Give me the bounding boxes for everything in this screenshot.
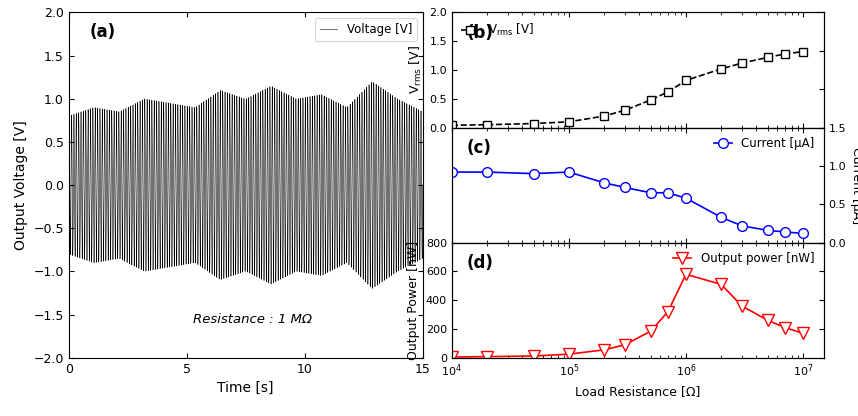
Output power [nW] xyxy=(763,318,773,323)
V$_{\rm rms}$ [V] xyxy=(798,49,808,54)
Y-axis label: Output Voltage [V]: Output Voltage [V] xyxy=(14,120,27,250)
V$_{\rm rms}$ [V] xyxy=(447,123,457,128)
Current [μA] xyxy=(619,185,630,190)
Current [μA] xyxy=(681,196,692,201)
Legend: V$_{\rm rms}$ [V]: V$_{\rm rms}$ [V] xyxy=(457,18,538,42)
V$_{\rm rms}$ [V] xyxy=(599,114,609,119)
Output power [nW] xyxy=(681,272,692,277)
Output power [nW] xyxy=(599,347,609,352)
V$_{\rm rms}$ [V] xyxy=(564,119,574,124)
Text: (a): (a) xyxy=(90,22,116,41)
Line: Output power [nW]: Output power [nW] xyxy=(446,269,808,363)
Voltage [V] xyxy=(63,183,74,188)
Legend: Output power [nW]: Output power [nW] xyxy=(670,249,818,269)
V$_{\rm rms}$ [V] xyxy=(619,108,630,113)
Current [μA] xyxy=(737,223,747,228)
Line: Voltage [V]: Voltage [V] xyxy=(69,82,423,288)
V$_{\rm rms}$ [V] xyxy=(529,121,539,126)
V$_{\rm rms}$ [V] xyxy=(763,55,773,60)
Voltage [V] xyxy=(367,286,378,291)
Output power [nW] xyxy=(798,331,808,336)
Voltage [V] xyxy=(415,243,426,248)
Output power [nW] xyxy=(564,352,574,357)
Current [μA] xyxy=(529,171,539,176)
Current [μA] xyxy=(662,190,673,195)
Current [μA] xyxy=(798,231,808,236)
Text: Resistance : 1 MΩ: Resistance : 1 MΩ xyxy=(193,313,312,326)
Current [μA] xyxy=(447,170,457,175)
Text: (c): (c) xyxy=(467,139,492,157)
Current [μA] xyxy=(645,190,656,195)
V$_{\rm rms}$ [V] xyxy=(645,97,656,102)
Output power [nW] xyxy=(447,354,457,359)
V$_{\rm rms}$ [V] xyxy=(716,67,727,72)
Output power [nW] xyxy=(529,354,539,359)
Voltage [V] xyxy=(418,183,428,188)
Output power [nW] xyxy=(645,329,656,334)
X-axis label: Load Resistance [Ω]: Load Resistance [Ω] xyxy=(575,385,700,398)
Current [μA] xyxy=(763,228,773,233)
Voltage [V] xyxy=(149,136,160,141)
V$_{\rm rms}$ [V] xyxy=(482,122,492,127)
Current [μA] xyxy=(564,170,574,175)
V$_{\rm rms}$ [V] xyxy=(780,52,790,57)
X-axis label: Time [s]: Time [s] xyxy=(217,381,274,395)
Y-axis label: V$_{\rm rms}$ [V]: V$_{\rm rms}$ [V] xyxy=(408,46,424,94)
Output power [nW] xyxy=(737,304,747,309)
Voltage [V] xyxy=(366,80,377,85)
Legend: Current [μA]: Current [μA] xyxy=(710,134,818,154)
Current [μA] xyxy=(716,215,727,220)
Current [μA] xyxy=(780,230,790,235)
Voltage [V] xyxy=(222,93,233,98)
Text: (d): (d) xyxy=(467,254,493,272)
Current [μA] xyxy=(599,180,609,185)
Y-axis label: Output Power [nW]: Output Power [nW] xyxy=(408,240,420,360)
Output power [nW] xyxy=(662,309,673,314)
Output power [nW] xyxy=(716,282,727,287)
V$_{\rm rms}$ [V] xyxy=(662,89,673,94)
Line: Current [μA]: Current [μA] xyxy=(447,167,808,238)
Voltage [V] xyxy=(197,201,208,206)
Voltage [V] xyxy=(148,245,158,250)
Output power [nW] xyxy=(482,354,492,359)
Text: (b): (b) xyxy=(467,24,493,42)
V$_{\rm rms}$ [V] xyxy=(737,61,747,66)
Voltage [V] xyxy=(146,257,156,262)
Output power [nW] xyxy=(619,342,630,347)
Line: V$_{\rm rms}$ [V]: V$_{\rm rms}$ [V] xyxy=(448,47,807,129)
Current [μA] xyxy=(482,170,492,175)
Output power [nW] xyxy=(780,325,790,330)
V$_{\rm rms}$ [V] xyxy=(681,78,692,83)
Legend: Voltage [V]: Voltage [V] xyxy=(315,18,417,41)
Y-axis label: Current [μA]: Current [μA] xyxy=(849,146,858,224)
